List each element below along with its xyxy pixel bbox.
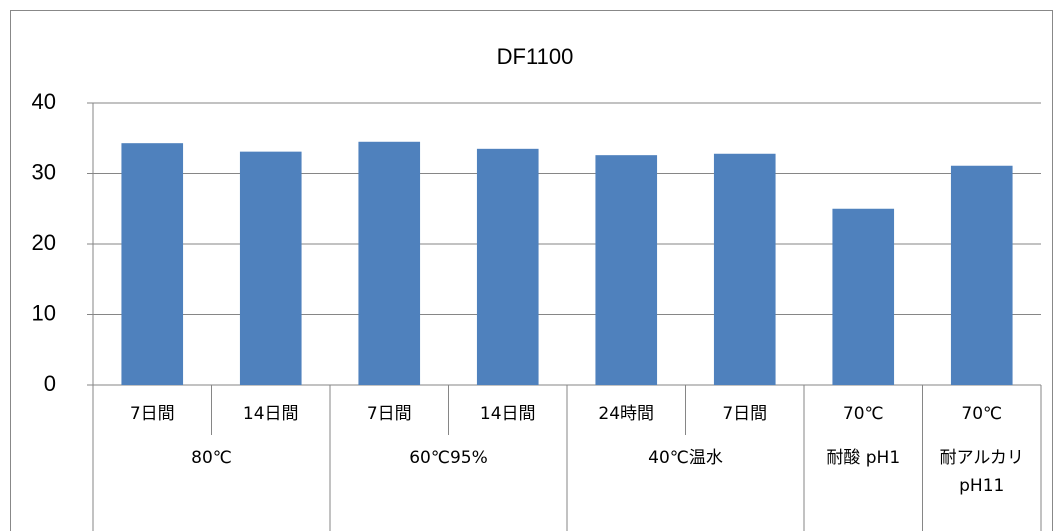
group-label-box: 80℃ <box>191 448 232 468</box>
x-tick-label: 70℃ <box>961 404 1002 424</box>
y-tick-label: 0 <box>44 371 56 396</box>
bar <box>358 141 421 385</box>
bar <box>595 155 658 385</box>
group-label: 60℃95% <box>409 448 488 468</box>
y-tick-label: 40 <box>32 89 56 114</box>
x-tick-label: 14日間 <box>480 404 536 424</box>
group-label-box: 60℃95% <box>409 448 488 468</box>
chart-title: DF1100 <box>497 44 574 69</box>
group-label: 40℃温水 <box>648 448 723 468</box>
y-tick-label: 10 <box>32 300 56 325</box>
bar <box>832 208 895 385</box>
bar <box>713 153 776 385</box>
group-label: 耐酸 pH1 <box>826 448 901 468</box>
group-label-box: 40℃温水 <box>648 448 723 468</box>
bar <box>476 148 539 385</box>
x-tick-label: 14日間 <box>243 404 299 424</box>
group-label-box: 耐酸 pH1 <box>826 448 901 468</box>
x-tick-label: 24時間 <box>598 404 654 424</box>
bar <box>950 165 1013 385</box>
x-tick-label: 7日間 <box>367 404 412 424</box>
y-tick-label: 20 <box>32 230 56 255</box>
y-tick-label: 30 <box>32 159 56 184</box>
group-label: 80℃ <box>191 448 232 468</box>
bar <box>121 143 184 385</box>
group-label-box: 耐アルカリ pH11 <box>939 448 1024 496</box>
bar <box>239 151 302 385</box>
x-tick-label: 7日間 <box>722 404 767 424</box>
x-tick-label: 70℃ <box>843 404 884 424</box>
group-label: 耐アルカリ pH11 <box>939 448 1024 496</box>
x-tick-label: 7日間 <box>130 404 175 424</box>
